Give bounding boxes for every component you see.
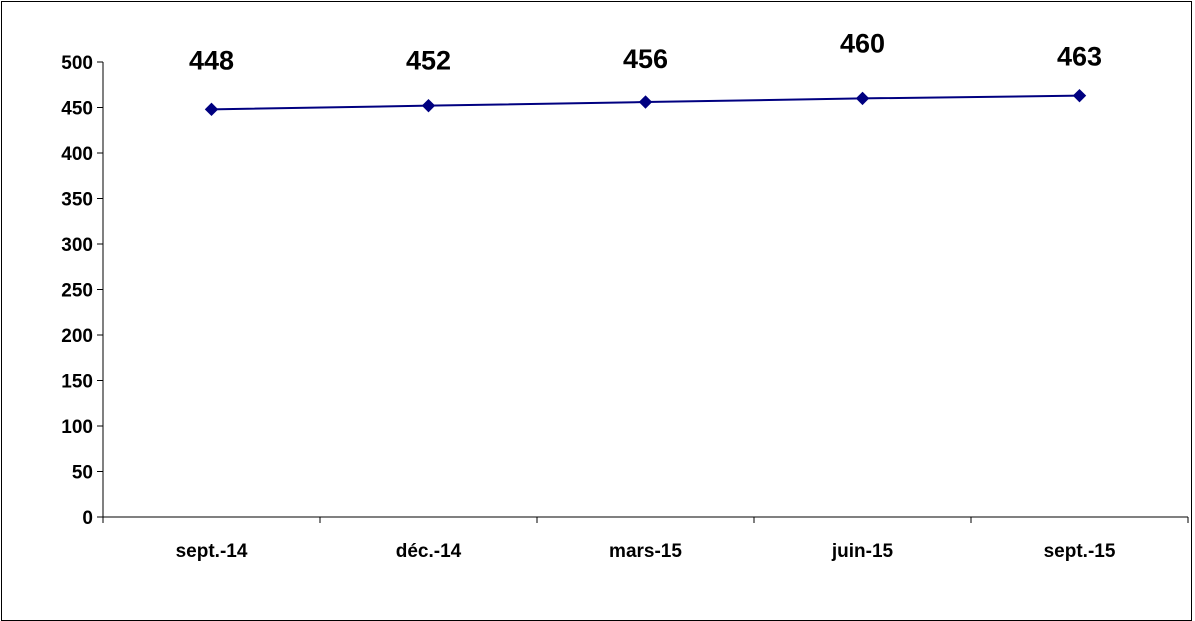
data-point-marker — [1072, 88, 1087, 103]
y-tick-label: 200 — [61, 326, 93, 347]
y-tick-label: 400 — [61, 144, 93, 165]
data-label: 463 — [1057, 42, 1102, 72]
data-point-marker — [421, 98, 436, 113]
y-tick-label: 300 — [61, 235, 93, 256]
y-tick-label: 50 — [72, 463, 93, 484]
x-tick-label: juin-15 — [831, 541, 894, 562]
data-labels: 448 452 456 460 463 — [189, 28, 1102, 75]
x-tick-label: mars-15 — [609, 541, 682, 562]
data-point-marker — [855, 91, 870, 106]
y-tick-label: 350 — [61, 190, 93, 211]
y-axis: 0 50 100 150 200 250 300 350 400 450 500 — [61, 53, 104, 529]
x-axis: sept.-14 déc.-14 mars-15 juin-15 sept.-15 — [102, 516, 1189, 562]
series-line-group — [204, 88, 1087, 117]
y-tick-label: 0 — [82, 508, 93, 529]
x-tick-label: sept.-14 — [176, 541, 248, 562]
y-tick-label: 250 — [61, 281, 93, 302]
data-point-marker — [204, 102, 219, 117]
data-label: 456 — [623, 44, 668, 74]
y-tick-label: 100 — [61, 417, 93, 438]
y-tick-label: 150 — [61, 372, 93, 393]
y-tick-label: 450 — [61, 99, 93, 120]
data-label: 452 — [406, 46, 451, 76]
y-tick-label: 500 — [61, 53, 93, 74]
x-tick-label: sept.-15 — [1044, 541, 1116, 562]
data-label: 448 — [189, 45, 234, 75]
data-label: 460 — [840, 28, 885, 58]
data-point-marker — [638, 95, 653, 109]
line-chart: 0 50 100 150 200 250 300 350 400 450 500 sept.-14 d… — [61, 28, 1189, 562]
x-tick-label: déc.-14 — [396, 541, 462, 562]
